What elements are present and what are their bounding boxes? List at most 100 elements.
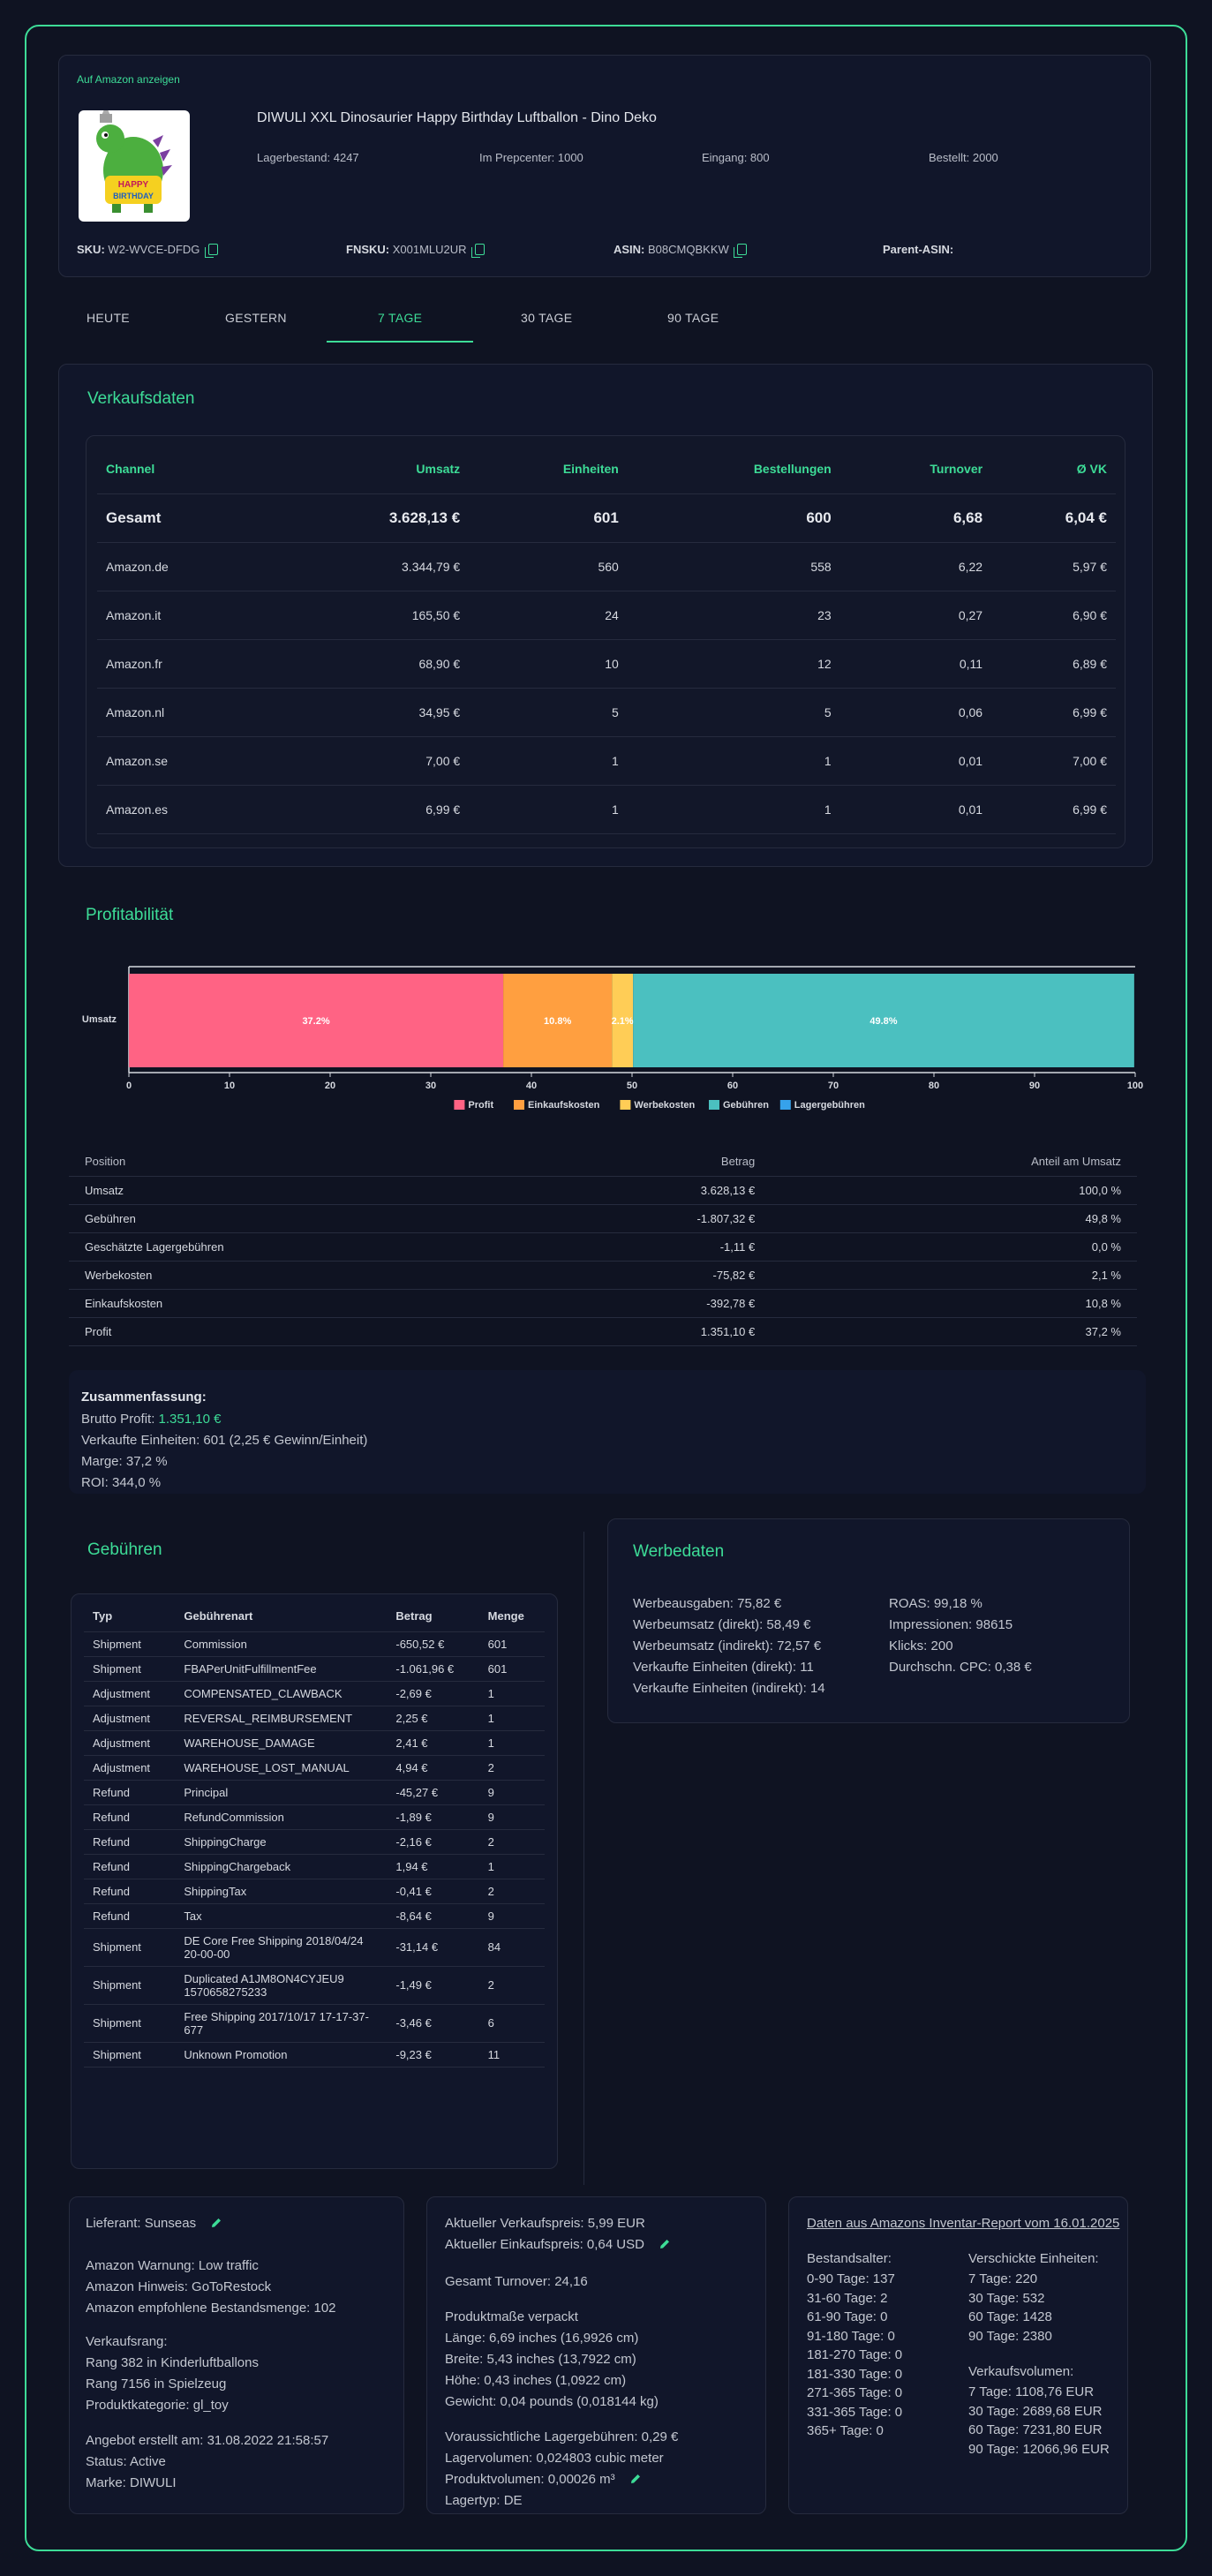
ordered-count: Bestellt: 2000 [929,151,998,164]
offer-status: Status: Active [86,2454,166,2469]
tab-heute[interactable]: HEUTE [87,311,130,325]
sales-cell: 7,00 € [272,736,470,786]
inventory-report-link[interactable]: Daten aus Amazons Inventar-Report vom 16… [807,2216,1120,2231]
profit-cell: 2,1 % [764,1261,1137,1290]
sales-table: Channel Umsatz Einheiten Bestellungen Turnov… [97,445,1116,834]
tab-7-tage[interactable]: 7 TAGE [378,311,423,325]
brutto-profit: Brutto Profit: 1.351,10 € [81,1409,221,1430]
age-item: 0-90 Tage: 137 [807,2271,895,2286]
sales-col-header: Einheiten [469,445,628,494]
fees-row: Shipment Unknown Promotion -9,23 €11 [84,2042,545,2068]
fees-cell: Refund [84,1804,176,1830]
tab-gestern[interactable]: GESTERN [225,311,287,325]
rank-title: Verkaufsrang: [86,2334,168,2349]
sales-cell: 3.344,79 € [272,542,470,591]
amazon-hint: Amazon Hinweis: GoToRestock [86,2279,272,2294]
volume-title: Verkaufsvolumen: [968,2364,1074,2379]
fees-cell: Refund [84,1903,176,1929]
total-turnover: Gesamt Turnover: 24,16 [445,2274,588,2289]
ads-metric: Verkaufte Einheiten (indirekt): 14 [633,1681,825,1696]
fees-cell: 84 [478,1928,545,1967]
profit-summary-card: Zusammenfassung: Brutto Profit: 1.351,10… [69,1370,1146,1494]
amazon-link[interactable]: Auf Amazon anzeigen [77,73,180,86]
fees-heading: Gebühren [87,1540,162,1559]
copy-fnsku-icon[interactable] [471,244,486,258]
dim-weight: Gewicht: 0,04 pounds (0,018144 kg) [445,2394,659,2409]
sales-cell: 23 [627,591,840,640]
profit-row: Werbekosten -75,82 €2,1 % [69,1261,1137,1290]
fees-cell: Commission [175,1631,388,1657]
sales-col-header: Turnover [839,445,992,494]
sales-cell: 6,22 [839,542,992,591]
column-divider [583,1532,584,2185]
age-item: 331-365 Tage: 0 [807,2404,903,2420]
sales-col-header: Bestellungen [627,445,840,494]
chart-legend-swatch [620,1100,631,1110]
chart-data-label: 37.2% [302,1016,329,1027]
profit-row: Einkaufskosten -392,78 €10,8 % [69,1289,1137,1318]
edit-buy-price-icon[interactable] [659,2238,671,2250]
sales-cell: 0,27 [839,591,992,640]
profit-col-header: Position [69,1148,528,1177]
fees-cell: Free Shipping 2017/10/17 17-17-37-677 [175,2004,388,2043]
product-header-card: Auf Amazon anzeigen HAPPY BIRTHDAY DIWUL… [58,55,1151,277]
chart-bar-einkaufskosten [503,974,613,1067]
asin-label: ASIN: [614,243,645,256]
copy-asin-icon[interactable] [734,244,748,258]
fees-cell: Tax [175,1903,388,1929]
buy-price: Aktueller Einkaufspreis: 0,64 USD [445,2237,644,2252]
amazon-recommended: Amazon empfohlene Bestandsmenge: 102 [86,2301,336,2316]
fees-row: Refund ShippingCharge -2,16 €2 [84,1829,545,1855]
pricing-card: Aktueller Verkaufspreis: 5,99 EUR Aktuel… [426,2196,766,2514]
chart-legend-label: Einkaufskosten [528,1100,600,1111]
fees-cell: 1 [478,1681,545,1706]
ads-metric: Impressionen: 98615 [889,1617,1013,1632]
sales-cell: 7,00 € [991,736,1116,786]
profit-cell: Geschätzte Lagergebühren [69,1232,528,1262]
sku-value: W2-WVCE-DFDG [108,243,200,256]
asin-value: B08CMQBKKW [648,243,729,256]
tab-30-tage[interactable]: 30 TAGE [521,311,573,325]
sku-field: SKU: W2-WVCE-DFDG [77,243,219,258]
units-sold: Verkaufte Einheiten: 601 (2,25 € Gewinn/… [81,1433,368,1448]
shipped-title: Verschickte Einheiten: [968,2251,1099,2266]
fees-cell: Shipment [84,1631,176,1657]
chart-data-label: 2.1% [612,1016,634,1027]
fees-cell: -45,27 € [387,1780,479,1805]
fees-cell: Adjustment [84,1681,176,1706]
asin-field: ASIN: B08CMQBKKW [614,243,748,258]
sales-channel: Amazon.se [97,736,273,786]
svg-text:BIRTHDAY: BIRTHDAY [113,192,154,200]
profit-col-header: Betrag [528,1148,764,1177]
copy-sku-icon[interactable] [205,244,219,258]
tab-90-tage[interactable]: 90 TAGE [667,311,719,325]
ads-right-column: ROAS: 99,18 % Impressionen: 98615 Klicks: … [889,1593,1032,1678]
chart-category-label: Umsatz [82,1014,117,1025]
fees-cell: 9 [478,1780,545,1805]
profit-heading: Profitabilität [86,906,174,924]
sales-col-header: Ø VK [991,445,1116,494]
stock-count: Lagerbestand: 4247 [257,151,359,164]
chart-legend-label: Profit [468,1100,493,1111]
sales-cell: 6,99 € [991,688,1116,737]
profit-cell: 3.628,13 € [528,1176,764,1205]
fees-cell: FBAPerUnitFulfillmentFee [175,1656,388,1682]
chart-tick-label: 90 [1029,1081,1040,1091]
fees-row: Refund ShippingChargeback 1,94 €1 [84,1854,545,1879]
fees-cell: -1,89 € [387,1804,479,1830]
volume-item: 30 Tage: 2689,68 EUR [968,2403,1103,2419]
chart-tick-label: 100 [1127,1081,1143,1091]
fees-cell: DE Core Free Shipping 2018/04/24 20-00-0… [175,1928,388,1967]
dims-title: Produktmaße verpackt [445,2309,578,2324]
main-container [25,25,1187,2551]
sales-col-header: Channel [97,445,273,494]
edit-volume-icon[interactable] [629,2473,642,2485]
fees-cell: Refund [84,1854,176,1879]
sales-row: Amazon.es 6,99 €1 1 0,01 6,99 € [97,785,1116,834]
sales-table-card: Channel Umsatz Einheiten Bestellungen Turnov… [86,435,1125,848]
edit-supplier-icon[interactable] [210,2217,222,2229]
sales-cell: 600 [627,493,840,543]
fees-cell: Adjustment [84,1706,176,1731]
shipped-item: 30 Tage: 532 [968,2290,1045,2306]
age-item: 365+ Tage: 0 [807,2423,884,2438]
